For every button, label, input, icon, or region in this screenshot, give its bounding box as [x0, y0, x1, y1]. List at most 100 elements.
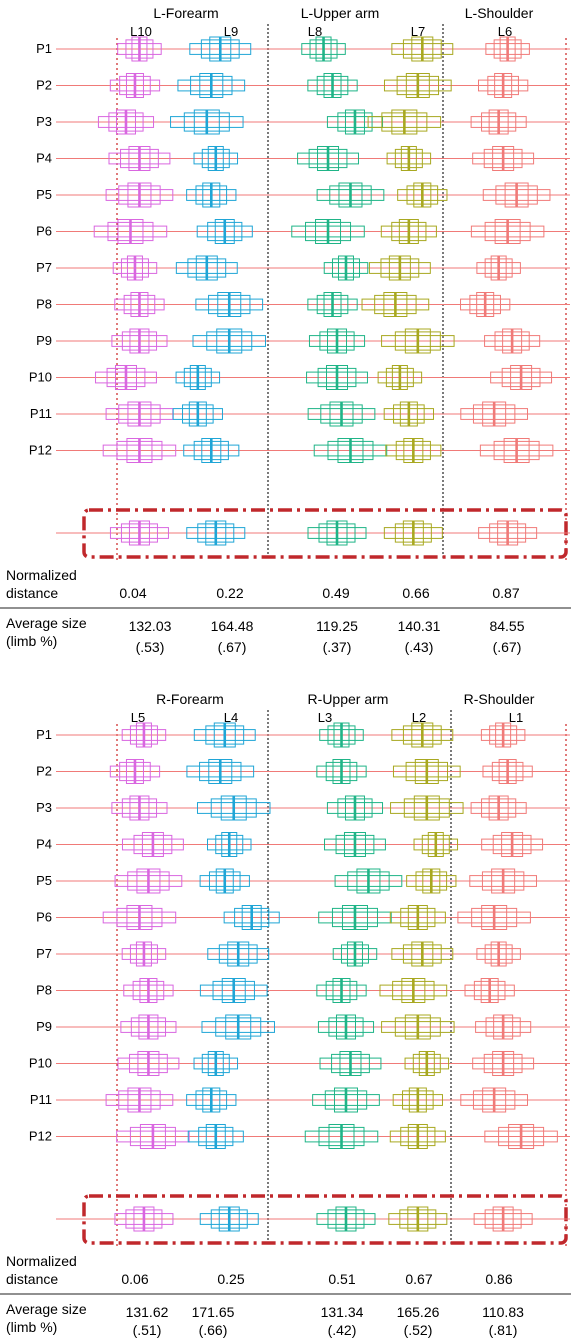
link-label-l7: L7 — [411, 24, 425, 39]
participant-row: P1 — [36, 722, 570, 748]
box-l6 — [490, 365, 553, 390]
participant-label: P1 — [36, 41, 52, 56]
box-l9 — [195, 292, 264, 317]
box-l2 — [379, 978, 448, 1003]
box-l9 — [172, 401, 223, 427]
participant-label: P5 — [36, 873, 52, 888]
box-l7 — [383, 73, 452, 98]
box-l4 — [193, 1051, 239, 1076]
box-l5 — [114, 868, 183, 894]
box-l3 — [319, 722, 364, 748]
box-l5 — [121, 832, 184, 857]
box-l8 — [291, 219, 365, 244]
box-l1 — [476, 941, 521, 967]
participant-label: P8 — [36, 983, 52, 998]
average-size-fraction-l8: (.37) — [323, 639, 352, 655]
participant-label: P9 — [36, 1019, 52, 1034]
participant-row: P5 — [36, 868, 570, 894]
summary-box-l6 — [478, 520, 538, 546]
box-l1 — [481, 832, 544, 857]
average-size-label-2: (limb %) — [6, 633, 57, 649]
summary-box-l2 — [388, 1206, 448, 1232]
participant-label: P9 — [36, 333, 52, 348]
link-label-l9: L9 — [224, 24, 238, 39]
box-l8 — [316, 182, 385, 208]
box-l7 — [383, 401, 435, 427]
participant-row: P5 — [36, 182, 570, 208]
link-label-l3: L3 — [318, 710, 332, 725]
group-label-l-upper-arm: L-Upper arm — [301, 5, 380, 21]
box-l8 — [326, 109, 384, 135]
link-label-l6: L6 — [498, 24, 512, 39]
participant-label: P10 — [29, 370, 52, 385]
box-l7 — [386, 146, 432, 171]
right-arm-panel: R-Forearm R-Upper arm R-Shoulder L5 L4 L… — [0, 691, 571, 1338]
box-l5 — [111, 795, 168, 821]
box-l6 — [479, 438, 554, 463]
participant-rows: P1 P2 P3 P4 P5 P6 P7 P8 P9 P10 P11 P12 — [29, 24, 570, 560]
box-l10 — [109, 73, 161, 98]
box-l5 — [105, 1087, 174, 1113]
participant-row: P3 — [36, 795, 570, 821]
participant-row: P12 — [29, 438, 570, 463]
box-l10 — [102, 438, 177, 463]
participant-label: P7 — [36, 946, 52, 961]
participant-label: P4 — [36, 151, 52, 166]
box-l3 — [316, 759, 367, 784]
participant-row: P3 — [36, 109, 570, 135]
average-size-l7: 140.31 — [398, 618, 441, 634]
box-l3 — [312, 1087, 380, 1113]
box-l5 — [102, 905, 177, 930]
summary-row — [56, 1206, 570, 1232]
participant-label: P11 — [30, 406, 52, 421]
box-l10 — [114, 292, 165, 317]
box-l6 — [485, 36, 530, 62]
average-size-label-2: (limb %) — [6, 1319, 57, 1335]
summary-box-l7 — [383, 520, 443, 546]
average-size-fraction-l10: (.53) — [136, 639, 165, 655]
box-l1 — [457, 905, 531, 930]
box-l7 — [380, 219, 437, 244]
participant-row: P4 — [36, 832, 570, 857]
box-l8 — [307, 73, 358, 98]
participant-row: P7 — [36, 941, 570, 967]
box-l9 — [186, 182, 237, 208]
participant-row: P6 — [36, 219, 570, 244]
box-l4 — [187, 1124, 244, 1149]
normalized-distance-l8: 0.49 — [322, 585, 349, 601]
normalized-distance-l9: 0.22 — [216, 585, 243, 601]
average-size-fraction-l4: (.66) — [199, 1322, 228, 1338]
box-l2 — [406, 868, 457, 894]
average-size-label: Average size — [6, 1301, 87, 1317]
box-l6 — [482, 182, 551, 208]
box-l7 — [385, 438, 442, 463]
average-size-fraction-l7: (.43) — [405, 639, 434, 655]
summary-box-l8 — [307, 520, 367, 546]
participant-label: P3 — [36, 114, 52, 129]
box-l3 — [318, 905, 392, 930]
summary-box-l10 — [109, 520, 169, 546]
participant-row: P7 — [36, 255, 570, 281]
box-l8 — [307, 401, 376, 427]
box-l1 — [470, 795, 527, 821]
summary-row — [56, 520, 570, 546]
participant-label: P8 — [36, 297, 52, 312]
participant-row: P6 — [36, 905, 570, 930]
link-label-l5: L5 — [131, 710, 145, 725]
box-l9 — [177, 73, 246, 98]
box-l6 — [484, 328, 541, 354]
participant-row: P4 — [36, 146, 570, 171]
participant-row: P1 — [36, 36, 570, 62]
box-l10 — [93, 219, 168, 244]
box-l2 — [389, 905, 446, 930]
box-l6 — [472, 146, 535, 171]
participant-label: P5 — [36, 187, 52, 202]
box-l1 — [475, 1014, 532, 1040]
box-l2 — [404, 1051, 450, 1076]
participant-row: P2 — [36, 73, 570, 98]
box-l2 — [381, 1014, 455, 1040]
box-l4 — [193, 722, 256, 748]
normalized-distance-l6: 0.87 — [492, 585, 519, 601]
box-l9 — [175, 255, 238, 281]
normalized-distance-l2: 0.67 — [405, 1271, 432, 1287]
